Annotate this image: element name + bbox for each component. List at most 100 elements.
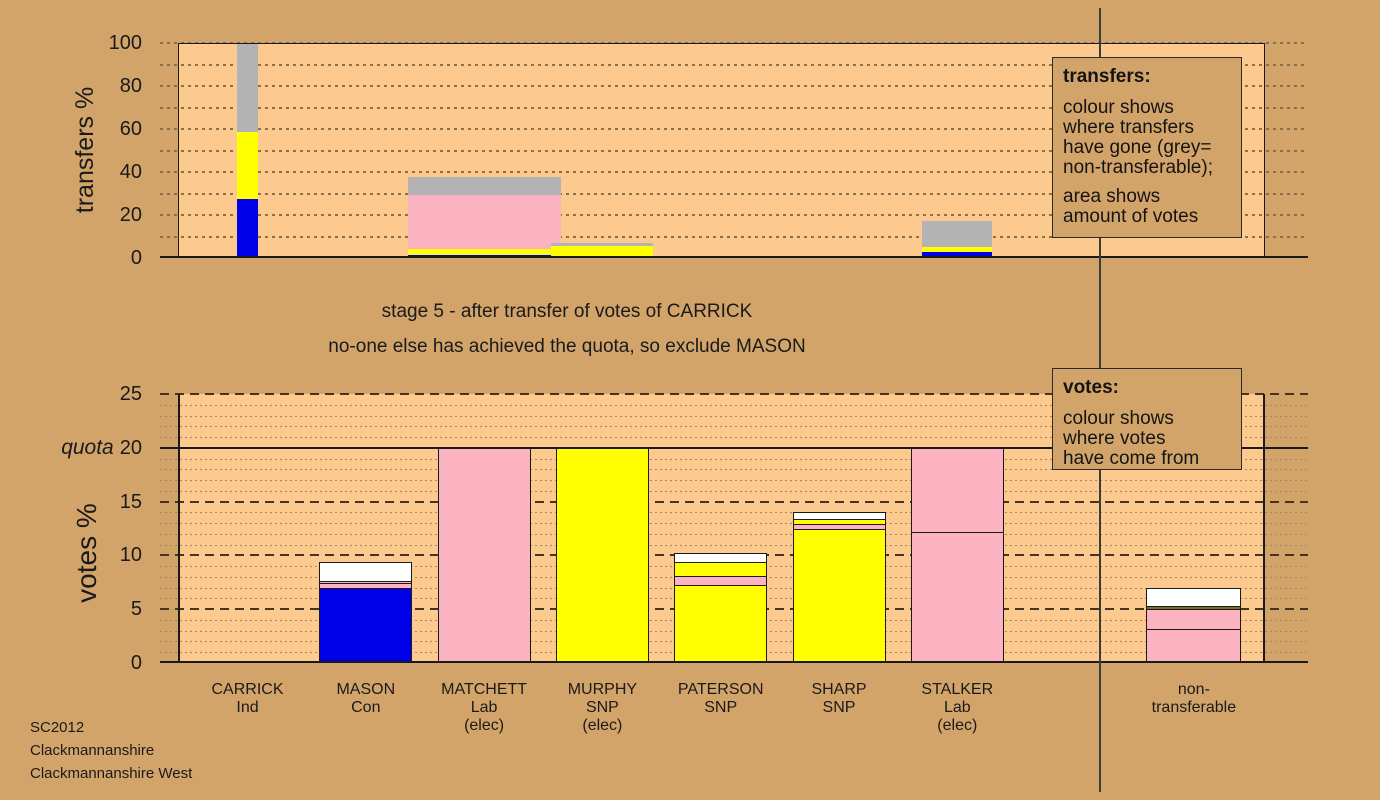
- transfers-bar-murphy: [551, 243, 654, 258]
- votes-legend-line: colour shows: [1063, 408, 1174, 429]
- transfers-legend-line: amount of votes: [1063, 206, 1199, 227]
- bar-segment-yellow: [407, 248, 561, 255]
- footer-ward: Clackmannanshire West: [30, 765, 193, 782]
- votes-bar-mason: [319, 562, 413, 663]
- bar-segment-yellow: [675, 561, 767, 576]
- transfers-legend-line: where transfers: [1063, 117, 1194, 138]
- gridline-minor-14: [160, 512, 1308, 514]
- votes-y-axis: [178, 394, 180, 663]
- votes-legend-line: have come from: [1063, 448, 1200, 469]
- bar-segment-white: [1147, 588, 1241, 606]
- x-axis-label-mason: MASON Con: [281, 681, 451, 717]
- votes-ytick-20: quota 20: [61, 435, 142, 459]
- x-axis-label-line: CARRICK: [211, 681, 284, 698]
- quota-line: [160, 446, 1308, 449]
- votes-legend-box: votes: colour shows where votes have com…: [1052, 368, 1242, 470]
- x-axis-label-line: MATCHETT: [441, 681, 528, 698]
- gridline-minor-11: [160, 544, 1308, 546]
- x-axis-label-line: Lab: [470, 699, 498, 716]
- bar-segment-yellow: [922, 246, 993, 253]
- bar-segment-grey: [551, 243, 654, 246]
- votes-bar-non-transferable: [1146, 588, 1242, 663]
- transfers-ytick-100: 100: [108, 32, 142, 54]
- gridline-major-25: [160, 393, 1308, 395]
- bar-segment-pink: [1147, 608, 1241, 629]
- gridline-80: [160, 85, 1308, 87]
- bar-segment-pink: [911, 531, 1003, 663]
- bar-segment-grey: [922, 221, 993, 247]
- gridline-minor-16: [160, 490, 1308, 492]
- votes-ytick-10: 10: [119, 544, 142, 567]
- x-axis-label-line: (elec): [464, 717, 505, 734]
- x-axis-label-line: SNP: [585, 699, 619, 716]
- gridline-40: [160, 171, 1308, 173]
- votes-ytick-5: 5: [130, 598, 142, 621]
- stage-title: stage 5 - after transfer of votes of CAR…: [381, 301, 753, 322]
- bar-segment-white: [320, 562, 412, 582]
- transfers-ytick-40: 40: [119, 161, 142, 183]
- x-axis-label-line: non-: [1177, 681, 1210, 698]
- votes-bar-matchett: [437, 447, 531, 663]
- x-axis-label-line: MURPHY: [567, 681, 638, 698]
- transfers-ytick-60: 60: [119, 118, 142, 140]
- gridline-minor-23: [160, 415, 1308, 417]
- votes-right-border: [1263, 394, 1265, 663]
- transfers-ytick-0: 0: [130, 247, 142, 269]
- bar-segment-pink: [793, 524, 885, 530]
- bar-segment-pink: [675, 575, 767, 585]
- transfers-legend-box: transfers: colour shows where transfers …: [1052, 57, 1242, 238]
- x-axis-label-line: (elec): [582, 717, 623, 734]
- votes-legend-line: where votes: [1063, 428, 1166, 449]
- transfers-legend-line: have gone (grey=: [1063, 137, 1212, 158]
- gridline-major-15: [160, 500, 1308, 503]
- x-axis-label-non-: non-transferable: [1109, 681, 1279, 717]
- bar-segment-pink: [438, 447, 530, 663]
- footer-council: Clackmannanshire: [30, 742, 155, 759]
- gridline-minor-21: [160, 437, 1308, 439]
- quota-label: quota: [61, 435, 114, 459]
- x-axis-label-line: SNP: [704, 699, 738, 716]
- x-axis-label-line: SHARP: [811, 681, 867, 698]
- x-axis-label-sharp: SHARP SNP: [754, 681, 924, 717]
- bar-segment-pink: [1147, 628, 1241, 663]
- transfers-legend-line: colour shows: [1063, 97, 1174, 118]
- transfers-bar-carrick: [237, 43, 258, 258]
- bar-segment-pink: [320, 581, 412, 584]
- votes-bar-sharp: [792, 512, 886, 663]
- votes-legend-title: votes:: [1063, 377, 1119, 398]
- x-axis-label-line: SNP: [822, 699, 856, 716]
- gridline-70: [160, 106, 1308, 109]
- votes-ytick-25: 25: [119, 383, 142, 405]
- transfers-plot-border: [178, 43, 1265, 258]
- gridline-20: [160, 214, 1308, 216]
- votes-bar-paterson: [674, 553, 768, 663]
- gridline-minor-13: [160, 523, 1308, 525]
- x-axis-label-line: transferable: [1151, 699, 1237, 716]
- gridline-50: [160, 149, 1308, 152]
- bar-segment-olive: [1147, 605, 1241, 609]
- x-axis-label-line: Con: [351, 699, 381, 716]
- stage-subtitle: no-one else has achieved the quota, so e…: [328, 336, 806, 357]
- bar-segment-white: [793, 512, 885, 519]
- gridline-minor-17: [160, 480, 1308, 482]
- transfers-legend-line: area shows: [1063, 186, 1161, 207]
- x-axis-label-line: PATERSON: [677, 681, 764, 698]
- transfers-axis-title: transfers %: [70, 86, 99, 214]
- bar-segment-pink: [911, 447, 1003, 532]
- gridline-minor-19: [160, 458, 1308, 460]
- bar-segment-blue: [237, 198, 258, 258]
- bar-segment-pink: [407, 194, 561, 249]
- bar-segment-grey: [407, 177, 561, 195]
- gridline-60: [160, 128, 1308, 130]
- x-axis-label-line: Lab: [943, 699, 971, 716]
- gridline-minor-18: [160, 469, 1308, 471]
- x-axis-label-line: MASON: [336, 681, 396, 698]
- bar-segment-yellow: [551, 245, 654, 258]
- votes-bar-murphy: [555, 447, 649, 663]
- bar-segment-yellow: [793, 518, 885, 525]
- x-axis-label-line: Ind: [236, 699, 259, 716]
- x-axis-label-murphy: MURPHY SNP (elec): [517, 681, 687, 735]
- x-axis-label-carrick: CARRICK Ind: [163, 681, 333, 717]
- transfers-bar-matchett: [407, 177, 561, 258]
